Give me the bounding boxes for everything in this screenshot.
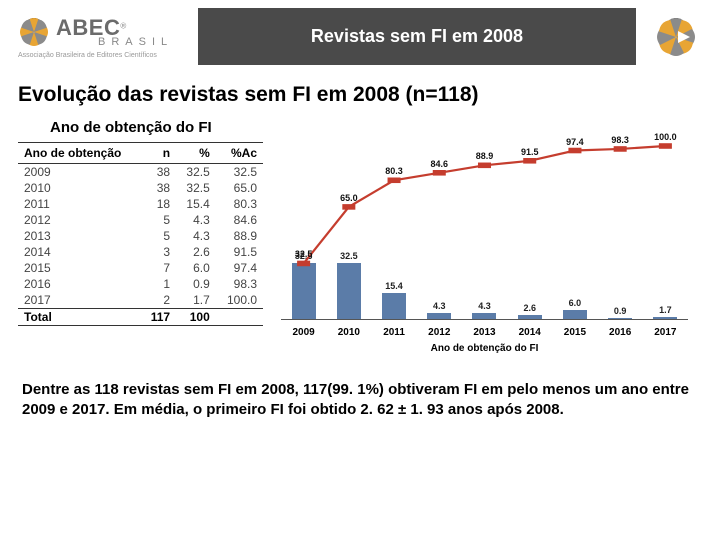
x-tick: 2010 <box>326 327 371 338</box>
table-row: 201254.384.6 <box>18 212 263 228</box>
chart-x-label: Ano de obtenção do FI <box>267 343 702 354</box>
table-row: 201576.097.4 <box>18 260 263 276</box>
line-value-label: 97.4 <box>566 137 584 147</box>
table-header: %Ac <box>216 143 263 164</box>
title-bar: Revistas sem FI em 2008 <box>198 8 636 65</box>
content-row: Ano de obtençãon%%Ac 20093832.532.520103… <box>0 142 720 352</box>
main-title: Evolução das revistas sem FI em 2008 (n=… <box>0 69 720 113</box>
line-value-label: 84.6 <box>431 159 449 169</box>
table-header: Ano de obtenção <box>18 143 141 164</box>
data-table: Ano de obtençãon%%Ac 20093832.532.520103… <box>18 142 263 326</box>
table-row: 20093832.532.5 <box>18 164 263 181</box>
header: ABEC® BRASIL Associação Brasileira de Ed… <box>0 0 720 69</box>
x-tick: 2015 <box>552 327 597 338</box>
table-row: 201610.998.3 <box>18 276 263 292</box>
x-tick: 2014 <box>507 327 552 338</box>
logo-subtitle: Associação Brasileira de Editores Cientí… <box>18 52 157 59</box>
x-tick: 2017 <box>643 327 688 338</box>
logo-right-icon <box>648 9 704 65</box>
table-row: 201432.691.5 <box>18 244 263 260</box>
logo-reg: ® <box>120 21 126 30</box>
chart: 32.532.515.44.34.32.66.00.91.7 32.565.08… <box>267 142 702 352</box>
abec-logo-icon <box>16 14 52 50</box>
line-value-label: 100.0 <box>654 132 677 142</box>
x-tick: 2009 <box>281 327 326 338</box>
table-total-row: Total117100 <box>18 309 263 326</box>
logo-left: ABEC® BRASIL Associação Brasileira de Ed… <box>16 14 186 59</box>
x-tick: 2016 <box>598 327 643 338</box>
table-row: 20103832.565.0 <box>18 180 263 196</box>
table-row: 201354.388.9 <box>18 228 263 244</box>
line-value-label: 98.3 <box>611 135 629 145</box>
line-value-label: 32.5 <box>295 249 313 259</box>
logo-brasil: BRASIL <box>98 36 173 48</box>
bottom-text: Dentre as 118 revistas sem FI em 2008, 1… <box>0 352 720 431</box>
table-row: 20111815.480.3 <box>18 196 263 212</box>
line-value-label: 65.0 <box>340 193 358 203</box>
x-tick: 2012 <box>417 327 462 338</box>
x-tick: 2011 <box>371 327 416 338</box>
line-value-label: 88.9 <box>476 151 494 161</box>
x-tick: 2013 <box>462 327 507 338</box>
line-value-label: 91.5 <box>521 147 539 157</box>
table-header: % <box>176 143 216 164</box>
table-row: 201721.7100.0 <box>18 292 263 309</box>
line-value-label: 80.3 <box>385 166 403 176</box>
table-header: n <box>141 143 176 164</box>
